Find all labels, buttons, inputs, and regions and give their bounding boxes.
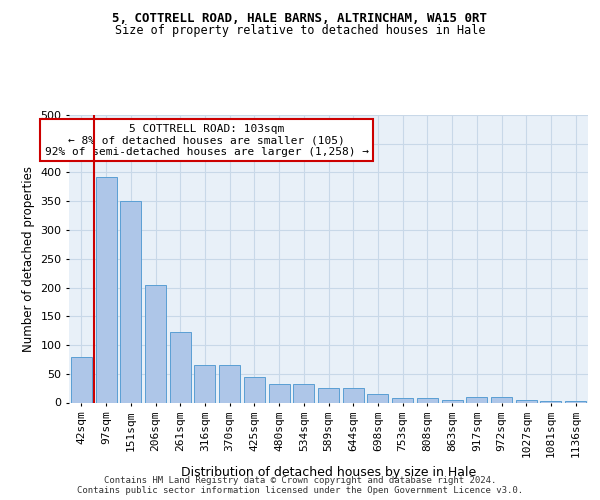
Bar xyxy=(145,285,166,403)
Bar xyxy=(95,176,116,402)
Bar xyxy=(244,376,265,402)
Bar xyxy=(71,356,92,403)
Y-axis label: Number of detached properties: Number of detached properties xyxy=(22,166,35,352)
Bar xyxy=(269,384,290,402)
Text: Contains HM Land Registry data © Crown copyright and database right 2024.
Contai: Contains HM Land Registry data © Crown c… xyxy=(77,476,523,495)
Bar xyxy=(417,398,438,402)
Text: Size of property relative to detached houses in Hale: Size of property relative to detached ho… xyxy=(115,24,485,37)
Text: 5, COTTRELL ROAD, HALE BARNS, ALTRINCHAM, WA15 0RT: 5, COTTRELL ROAD, HALE BARNS, ALTRINCHAM… xyxy=(113,12,487,26)
Bar xyxy=(120,201,141,402)
Bar xyxy=(466,397,487,402)
Bar xyxy=(343,388,364,402)
Bar xyxy=(491,397,512,402)
Bar xyxy=(516,400,537,402)
Bar xyxy=(170,332,191,402)
Bar xyxy=(318,388,339,402)
Bar xyxy=(367,394,388,402)
Bar xyxy=(392,398,413,402)
Bar xyxy=(219,365,240,403)
Bar xyxy=(194,365,215,403)
Bar xyxy=(293,384,314,402)
Bar xyxy=(442,400,463,402)
X-axis label: Distribution of detached houses by size in Hale: Distribution of detached houses by size … xyxy=(181,466,476,478)
Text: 5 COTTRELL ROAD: 103sqm
← 8% of detached houses are smaller (105)
92% of semi-de: 5 COTTRELL ROAD: 103sqm ← 8% of detached… xyxy=(44,124,368,157)
